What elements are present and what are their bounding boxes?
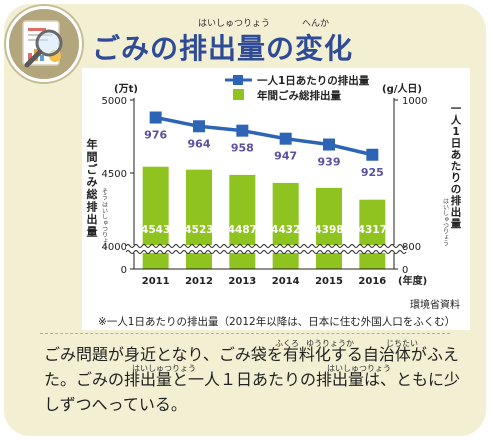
legend-bar-swatch bbox=[233, 89, 244, 100]
x-tick-label: 2015 bbox=[315, 276, 343, 287]
x-tick-label: 2013 bbox=[228, 276, 256, 287]
desc-ruby-1: ふくろ bbox=[275, 339, 299, 348]
line-value-label: 958 bbox=[231, 142, 254, 155]
line-value-label: 939 bbox=[318, 156, 341, 169]
line-value-label: 976 bbox=[144, 129, 167, 142]
desc-ruby-4: はいしゅつりょう bbox=[132, 364, 196, 373]
divider bbox=[40, 333, 450, 334]
bar-value-label: 4523 bbox=[184, 224, 213, 236]
left-unit-label: (万t) bbox=[114, 83, 138, 95]
x-tick-label: 2016 bbox=[358, 276, 386, 287]
right-axis-title-char: 量 bbox=[451, 217, 462, 230]
left-axis-title-char: 年 bbox=[87, 137, 98, 151]
line-series-path bbox=[155, 115, 373, 157]
right-tick-label: 1000 bbox=[402, 96, 427, 107]
legend-line-label: 一人1日あたりの排出量 bbox=[257, 74, 370, 87]
right-axis-title-char: あ bbox=[451, 148, 462, 161]
axis-break-line-bottom bbox=[125, 250, 407, 254]
bar-value-label: 4543 bbox=[141, 224, 170, 236]
left-tick-label: 0 bbox=[121, 265, 127, 276]
line-marker-2014 bbox=[279, 132, 292, 145]
left-axis-title-char: 量 bbox=[87, 226, 98, 239]
line-value-label: 947 bbox=[274, 150, 297, 163]
left-axis-title-char: 排 bbox=[87, 200, 98, 214]
bar-2013 bbox=[229, 174, 256, 269]
line-marker-2013 bbox=[236, 124, 249, 137]
right-axis-title-char: 出 bbox=[451, 206, 462, 219]
right-axis-title-char: 日 bbox=[451, 138, 462, 150]
desc-ruby-2: ゆうりょうか bbox=[306, 339, 354, 348]
description-line-1: ごみ問題が身近となり、ごみ袋を有料化する自治体がふえ bbox=[44, 345, 459, 364]
bar-2016 bbox=[359, 199, 386, 269]
right-axis-ruby: はいしゅつりょう bbox=[442, 198, 449, 246]
left-axis-ruby: そう はいしゅつりょう bbox=[101, 188, 108, 250]
right-axis-title-char: 一 bbox=[451, 103, 462, 115]
right-axis-title-char: り bbox=[451, 172, 462, 184]
page-title: ごみの排出量の変化 bbox=[92, 32, 354, 65]
bar-value-label: 4432 bbox=[271, 224, 300, 236]
magnifier-report-icon bbox=[6, 6, 82, 82]
bar-2015 bbox=[316, 187, 342, 269]
title-ruby-left: はいしゅつりょう bbox=[198, 19, 271, 29]
right-axis-title-char: た bbox=[451, 161, 462, 173]
right-axis-title-char: の bbox=[451, 184, 462, 196]
bar-value-label: 4398 bbox=[314, 224, 343, 236]
description-line-3: しずつへっている。 bbox=[44, 395, 187, 414]
left-tick-label: 4500 bbox=[102, 169, 127, 180]
bar-value-label: 4317 bbox=[358, 224, 387, 236]
legend-bar-label: 年間ごみ総排出量 bbox=[257, 89, 341, 102]
line-marker-2015 bbox=[323, 138, 335, 151]
x-tick-label: 2014 bbox=[272, 276, 300, 287]
right-axis-title-char: 排 bbox=[451, 194, 462, 207]
legend-line-marker bbox=[233, 75, 243, 85]
bar-2012 bbox=[186, 169, 212, 269]
left-axis-title-char: 出 bbox=[87, 212, 98, 226]
right-unit-label: (g/人日) bbox=[382, 82, 422, 95]
chart-svg: (万t) (g/人日)一人1日あたりの排出量年間ごみ総排出量50004500400… bbox=[87, 74, 462, 287]
axis-break-line-top bbox=[125, 244, 407, 248]
axis-break-band bbox=[126, 245, 402, 253]
line-value-label: 925 bbox=[361, 166, 384, 179]
description-line-2: た。ごみの排出量と一人１日あたりの排出量は、ともに少 bbox=[44, 370, 461, 389]
line-marker-2016 bbox=[366, 148, 379, 161]
line-marker-2011 bbox=[149, 111, 162, 124]
right-tick-label: 800 bbox=[402, 242, 421, 253]
bar-2014 bbox=[272, 182, 299, 269]
line-marker-2012 bbox=[193, 120, 205, 133]
left-tick-label: 4000 bbox=[102, 242, 127, 253]
source-note: 環境省資料 bbox=[410, 300, 460, 311]
left-axis-title-char: ご bbox=[87, 162, 99, 176]
left-axis-title-char: み bbox=[87, 176, 98, 189]
x-axis-suffix: (年度) bbox=[398, 274, 427, 287]
description: ごみ問題が身近となり、ごみ袋を有料化する自治体がふえ た。ごみの排出量と一人１日… bbox=[44, 342, 464, 417]
left-axis-title-char: 総 bbox=[87, 187, 98, 201]
right-axis-title-char: 1 bbox=[452, 126, 459, 138]
title-ruby-right: へんか bbox=[302, 19, 330, 29]
line-value-label: 964 bbox=[188, 137, 211, 150]
right-axis-title-char: 人 bbox=[451, 114, 462, 127]
chart-area: (万t) (g/人日) 一人1日あたりの排出量 年間ごみ総排出量 5000 4500 400… bbox=[82, 68, 470, 330]
left-tick-label: 5000 bbox=[102, 96, 127, 107]
bar-value-label: 4487 bbox=[228, 224, 257, 236]
x-tick-label: 2012 bbox=[185, 276, 213, 287]
right-tick-label: 0 bbox=[402, 265, 408, 276]
desc-ruby-5: はいしゅつりょう bbox=[327, 364, 391, 373]
x-tick-label: 2011 bbox=[142, 276, 170, 287]
desc-ruby-3: じちたい bbox=[386, 339, 418, 348]
footnote: ※一人1日あたりの排出量（2012年以降は、日本に住む外国人口をふくむ） bbox=[98, 316, 456, 328]
left-axis-title-char: 間 bbox=[87, 151, 98, 164]
